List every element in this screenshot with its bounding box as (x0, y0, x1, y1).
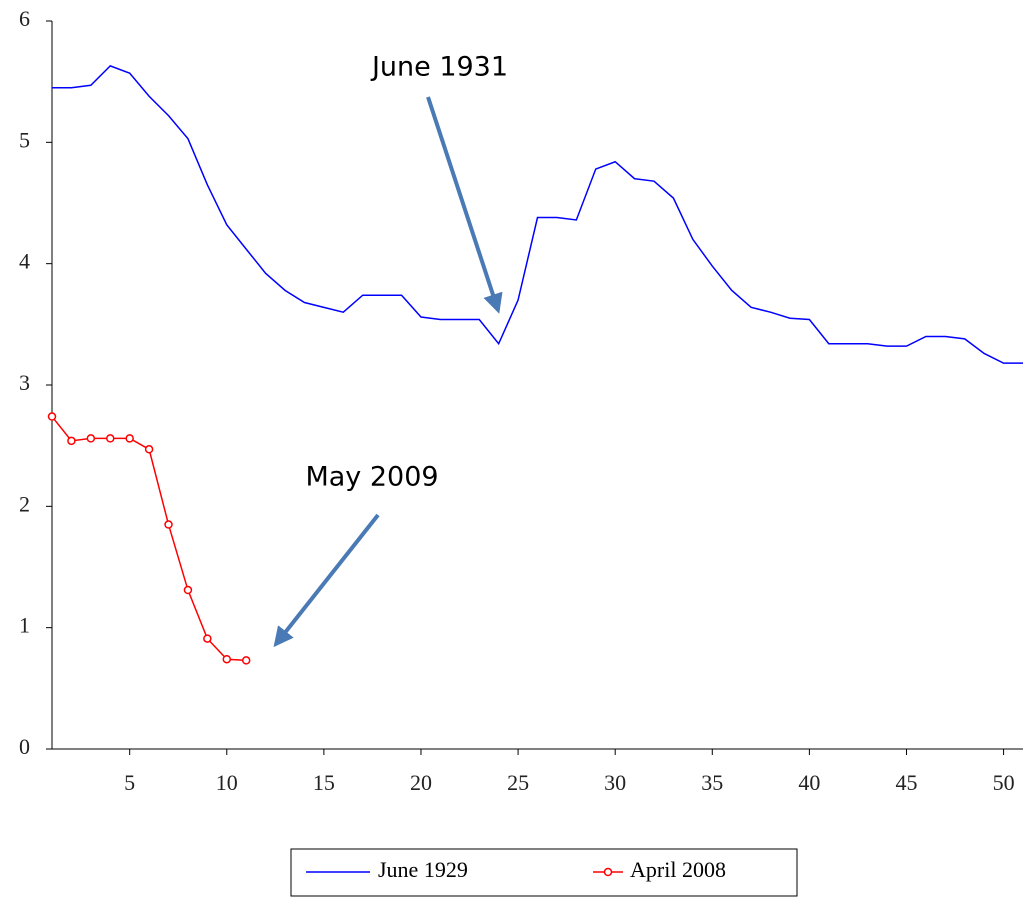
legend-items: June 1929 April 2008 (306, 857, 726, 882)
y-tick-label: 4 (19, 249, 30, 274)
point-marker (125, 434, 134, 443)
y-tick-label: 5 (19, 127, 30, 152)
x-tick-label: 45 (895, 770, 917, 795)
point-marker (241, 656, 251, 665)
y-tick-label: 6 (19, 6, 30, 31)
x-tick-label: 5 (124, 770, 135, 795)
point-marker (203, 634, 212, 643)
annotation-arrow (273, 513, 380, 648)
x-tick-label: 15 (313, 770, 335, 795)
x-tick-label: 10 (216, 770, 238, 795)
y-tick-label: 2 (19, 491, 30, 516)
point-marker (106, 434, 115, 443)
point-marker (47, 412, 57, 421)
y-tick-label: 1 (19, 613, 30, 638)
point-marker (67, 436, 76, 446)
x-tick-label: 20 (410, 770, 432, 795)
x-tick-label: 50 (993, 770, 1015, 795)
legend-marker (603, 867, 613, 877)
y-tick-label: 3 (19, 370, 30, 395)
point-marker (164, 520, 173, 529)
annotation-arrow (426, 96, 503, 314)
y-tick-label: 0 (19, 734, 30, 759)
point-marker (183, 585, 193, 595)
annotation: May 2009 (305, 462, 438, 493)
point-marker (222, 654, 232, 664)
x-tick-label: 25 (507, 770, 529, 795)
x-tick-label: 35 (701, 770, 723, 795)
x-tick-label: 30 (604, 770, 626, 795)
legend-label: April 2008 (630, 857, 726, 882)
legend (290, 848, 798, 897)
x-tick-label: 40 (798, 770, 820, 795)
point-marker (86, 434, 96, 443)
point-marker (144, 445, 154, 454)
series-line (52, 65, 1023, 364)
annotation: June 1931 (370, 52, 508, 83)
legend-label: June 1929 (378, 857, 468, 882)
